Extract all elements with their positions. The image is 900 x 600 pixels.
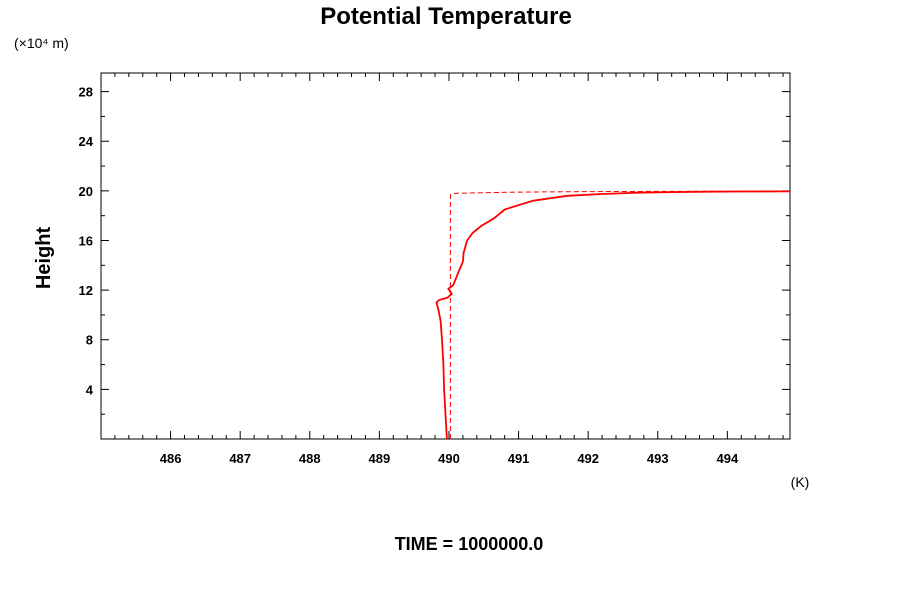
time-footer: TIME = 1000000.0 [395,534,544,554]
y-tick-label: 4 [86,382,94,397]
series-lines [435,190,791,440]
plot-frame [100,72,791,440]
x-tick-label: 491 [508,451,530,466]
y-tick-label: 16 [79,233,93,248]
x-tick-label: 487 [229,451,251,466]
y-tick-label: 28 [79,85,93,100]
x-tick-labels: 486 487 488 489 490 491 492 493 494 [160,451,739,466]
x-tick-label: 493 [647,451,669,466]
chart-title: Potential Temperature [320,3,572,30]
x-tick-label: 490 [438,451,460,466]
x-unit-label: (K) [791,474,810,490]
y-axis-label: Height [33,227,55,290]
y-tick-labels: 4 8 12 16 20 24 28 [79,85,94,398]
x-tick-label: 489 [369,451,391,466]
x-tick-label: 486 [160,451,182,466]
axis-ticks [100,73,790,439]
x-tick-label: 492 [577,451,599,466]
x-tick-label: 488 [299,451,321,466]
y-tick-label: 12 [79,283,93,298]
x-tick-label: 494 [717,451,739,466]
y-tick-label: 20 [79,184,93,199]
y-tick-label: 8 [86,333,93,348]
y-unit-label: (×10⁴ m) [14,35,69,51]
y-tick-label: 24 [79,134,94,149]
solid-series-line [435,190,791,440]
dashed-series-line [449,190,791,439]
